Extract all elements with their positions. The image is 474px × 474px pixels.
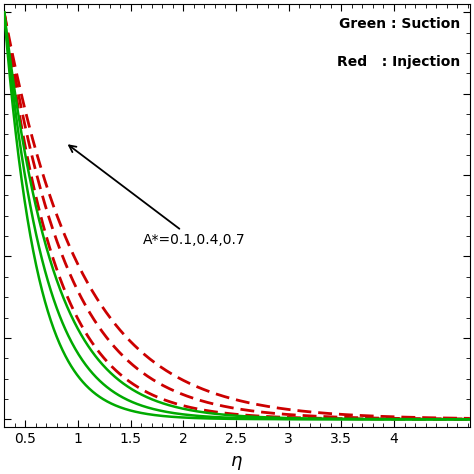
Text: Red   : Injection: Red : Injection	[337, 55, 461, 69]
X-axis label: η: η	[231, 452, 243, 470]
Text: A*=0.1,0.4,0.7: A*=0.1,0.4,0.7	[69, 146, 246, 247]
Text: Green : Suction: Green : Suction	[339, 17, 461, 31]
